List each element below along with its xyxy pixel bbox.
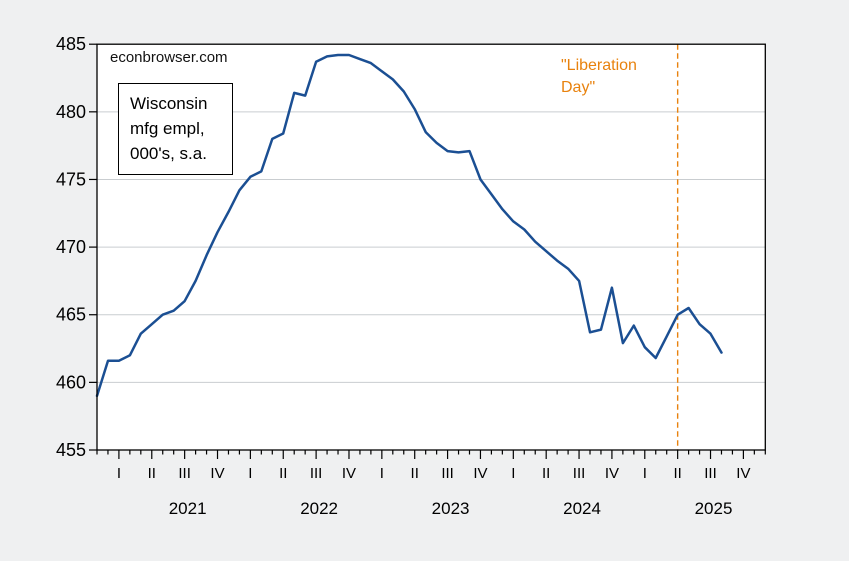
quarter-label: IV bbox=[342, 465, 356, 482]
quarter-label: I bbox=[380, 465, 384, 482]
y-tick-label: 470 bbox=[56, 237, 86, 257]
quarter-label: II bbox=[542, 465, 550, 482]
year-label: 2025 bbox=[695, 499, 733, 518]
event-label-line-2: Day" bbox=[561, 79, 596, 96]
y-tick-label: 475 bbox=[56, 169, 86, 189]
x-axis: I II III IV I II III IV I II III IV I II III IV I II III IV… bbox=[96, 450, 766, 518]
year-label: 2022 bbox=[300, 499, 338, 518]
y-tick-label: 460 bbox=[56, 372, 86, 392]
quarter-label: IV bbox=[736, 465, 750, 482]
annotation-line-3: 000's, s.a. bbox=[130, 144, 207, 163]
gridlines bbox=[97, 111, 766, 383]
quarter-label: II bbox=[411, 465, 419, 482]
watermark: econbrowser.com bbox=[110, 49, 228, 66]
employment-data-line bbox=[95, 53, 723, 398]
quarter-label: III bbox=[310, 465, 323, 482]
y-tick-label: 480 bbox=[56, 102, 86, 122]
quarter-label: IV bbox=[605, 465, 619, 482]
y-axis: 455 460 465 470 475 480 485 bbox=[56, 34, 97, 460]
quarter-label: I bbox=[248, 465, 252, 482]
event-label-line-1: "Liberation bbox=[561, 57, 637, 74]
quarter-label: III bbox=[441, 465, 454, 482]
year-label: 2021 bbox=[169, 499, 207, 518]
y-tick-label: 465 bbox=[56, 305, 86, 325]
quarter-label: II bbox=[148, 465, 156, 482]
year-label: 2024 bbox=[563, 499, 601, 518]
quarter-label: II bbox=[673, 465, 681, 482]
annotation-line-1: Wisconsin bbox=[130, 94, 208, 113]
quarter-label: III bbox=[178, 465, 191, 482]
annotation-line-2: mfg empl, bbox=[130, 119, 205, 138]
year-label: 2023 bbox=[432, 499, 470, 518]
y-tick-label: 455 bbox=[56, 440, 86, 460]
quarter-label: II bbox=[279, 465, 287, 482]
quarter-label: IV bbox=[473, 465, 487, 482]
quarter-label: I bbox=[511, 465, 515, 482]
quarter-label: III bbox=[704, 465, 717, 482]
quarter-label: III bbox=[573, 465, 586, 482]
quarter-label: I bbox=[117, 465, 121, 482]
series-annotation-box: Wisconsin mfg empl, 000's, s.a. bbox=[118, 83, 233, 175]
event-label: "Liberation Day" bbox=[561, 55, 637, 99]
quarter-label: I bbox=[643, 465, 647, 482]
y-tick-label: 485 bbox=[56, 34, 86, 54]
quarter-label: IV bbox=[210, 465, 224, 482]
